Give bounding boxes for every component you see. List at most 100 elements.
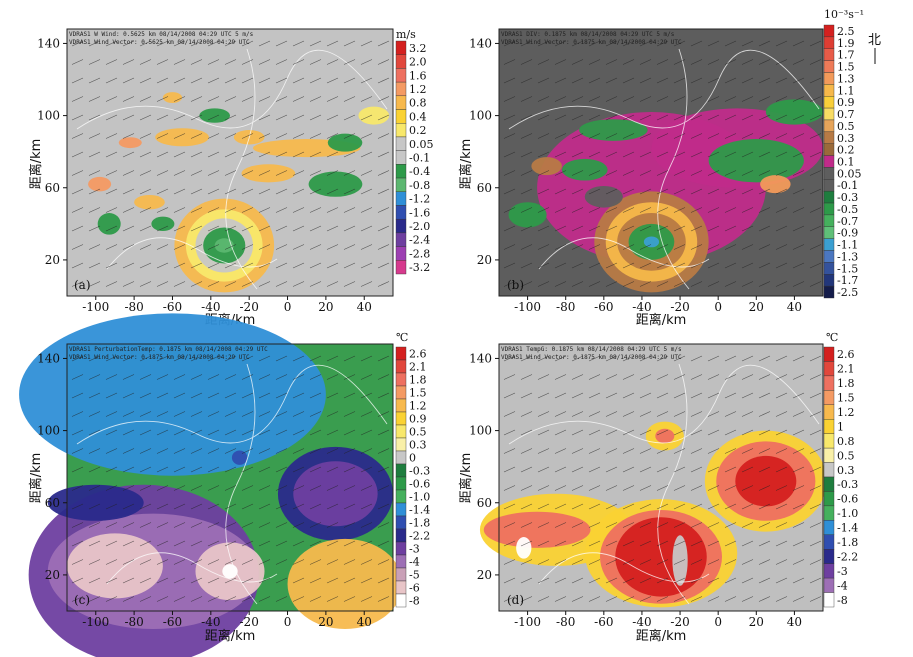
wind-vector (156, 59, 169, 65)
wind-vector (241, 559, 254, 565)
wind-vector (554, 503, 567, 510)
wind-vector (503, 77, 516, 84)
field-cell (287, 538, 403, 630)
panel-b-colorbar: 2.51.91.71.51.31.10.90.70.50.30.20.10.05… (823, 24, 862, 299)
wind-vector (292, 485, 305, 491)
wind-vector (207, 207, 220, 213)
x-tick-label: -60 (594, 615, 613, 629)
wind-vector (554, 40, 567, 47)
wind-vector (122, 503, 135, 510)
wind-vector (639, 114, 652, 121)
wind-vector (588, 522, 601, 528)
wind-vector (775, 411, 788, 417)
y-tick-label: 140 (37, 36, 60, 50)
wind-vector (758, 40, 771, 47)
colorbar-label: -0.6 (409, 478, 430, 491)
wind-vector (792, 225, 805, 232)
wind-vector (258, 559, 271, 565)
wind-vector (588, 225, 601, 232)
wind-vector (656, 577, 669, 584)
wind-vector (241, 188, 254, 195)
wind-vector (241, 466, 254, 473)
field-cell (231, 450, 248, 465)
wind-vector (588, 355, 601, 362)
colorbar-swatch (395, 260, 407, 275)
wind-vector (139, 244, 152, 250)
wind-vector (292, 503, 305, 510)
wind-vector (520, 59, 533, 65)
wind-vector (622, 355, 635, 362)
wind-vector (292, 151, 305, 158)
wind-vector (690, 96, 703, 102)
wind-vector (622, 188, 635, 195)
wind-vector (360, 207, 373, 213)
wind-vector (588, 503, 601, 510)
colorbar-label: 1.6 (409, 69, 427, 82)
wind-vector (741, 429, 754, 436)
panel-d-wind-vectors (503, 355, 822, 602)
wind-vector (571, 188, 584, 195)
panel-d: VDRAS1 TempG: 0.1875 km 08/14/2008 04:29… (458, 331, 858, 644)
wind-vector (792, 503, 805, 510)
x-tick-label: -40 (201, 300, 220, 314)
wind-vector (241, 96, 254, 102)
wind-vector (622, 559, 635, 565)
panel-d-colorbar-unit: ℃ (826, 331, 838, 344)
wind-vector (377, 225, 390, 232)
colorbar-label: -2.0 (409, 220, 430, 233)
panel-a: VDRAS1 W Wind: 0.5625 km 08/14/2008 04:2… (28, 28, 434, 328)
wind-vector (690, 448, 703, 454)
wind-vector (326, 225, 339, 232)
wind-vector (326, 429, 339, 436)
wind-vector (326, 355, 339, 362)
wind-vector (207, 411, 220, 417)
wind-vector (377, 559, 390, 565)
field-cell (67, 533, 163, 599)
colorbar-swatch (395, 81, 407, 97)
wind-vector (173, 244, 186, 250)
wind-vector (639, 485, 652, 491)
wind-vector (156, 170, 169, 176)
wind-vector (758, 151, 771, 158)
wind-vector (224, 392, 237, 399)
colorbar-swatch (823, 433, 835, 449)
y-tick-label: 60 (477, 496, 492, 510)
x-tick-label: 0 (284, 615, 292, 629)
panel-c-field (19, 313, 403, 657)
wind-vector (588, 448, 601, 454)
wind-vector (326, 466, 339, 473)
wind-vector (258, 114, 271, 121)
wind-vector (741, 466, 754, 473)
wind-vector (173, 151, 186, 158)
wind-vector (588, 244, 601, 250)
wind-vector (775, 225, 788, 232)
wind-vector (122, 596, 135, 602)
wind-vector (758, 485, 771, 491)
wind-vector (605, 355, 618, 362)
wind-vector (554, 96, 567, 102)
wind-vector (122, 374, 135, 380)
colorbar-label: -0.3 (409, 465, 430, 478)
wind-vector (207, 133, 220, 139)
colorbar-label: 1.8 (837, 377, 855, 390)
colorbar-swatch (823, 274, 835, 287)
wind-vector (809, 577, 822, 584)
wind-vector (343, 262, 356, 269)
wind-vector (741, 59, 754, 65)
wind-vector (571, 225, 584, 232)
wind-vector (588, 485, 601, 491)
wind-vector (343, 392, 356, 399)
wind-vector (690, 133, 703, 139)
wind-vector (343, 559, 356, 565)
wind-vector (758, 262, 771, 269)
wind-vector (88, 485, 101, 491)
wind-vector (809, 411, 822, 417)
wind-vector (258, 596, 271, 602)
wind-vector (292, 40, 305, 47)
wind-vector (741, 262, 754, 269)
colorbar-label: 1.5 (409, 387, 427, 400)
wind-vector (503, 559, 516, 565)
colorbar-label: -0.9 (837, 227, 858, 240)
colorbar-label: -0.3 (837, 191, 858, 204)
wind-vector (139, 133, 152, 139)
